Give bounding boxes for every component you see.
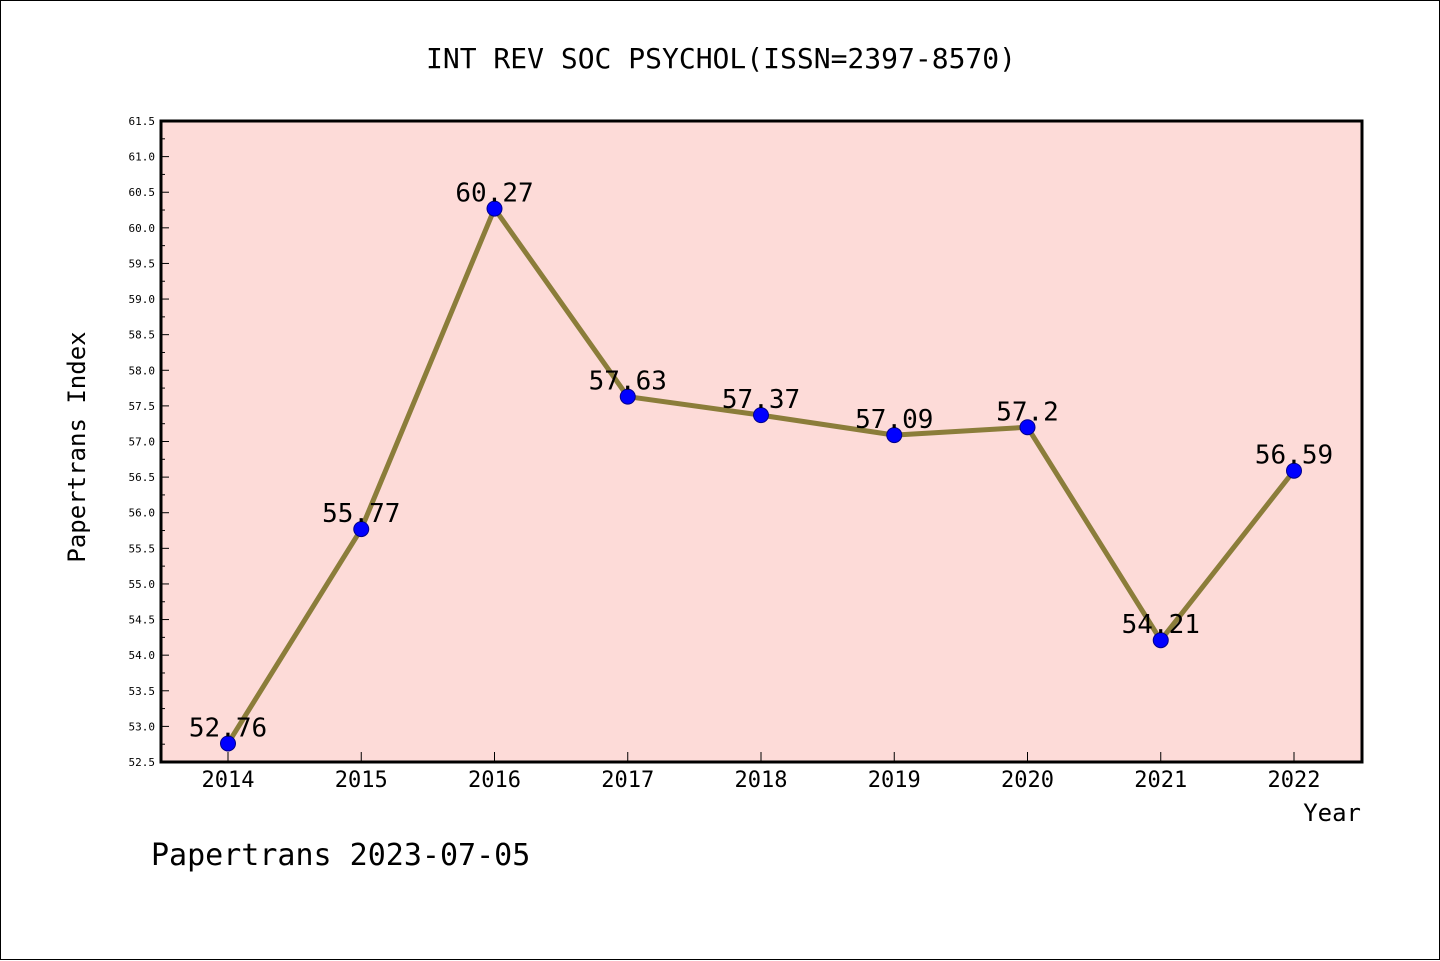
y-axis-label: Papertrans Index [63, 331, 91, 562]
data-point-2016 [486, 200, 503, 217]
y-axis: 52.5 53.0 53.5 54.0 54.5 55.0 55.5 56.0 56.5 57.0… [129, 115, 169, 769]
y-tick-label: 59.5 [129, 257, 156, 270]
y-tick-label: 60.0 [129, 222, 156, 235]
y-tick-label: 59.0 [129, 293, 156, 306]
series-line-group [220, 200, 1302, 752]
x-tick-label: 2015 [335, 768, 388, 793]
watermark-text: Papertrans 2023-07-05 [151, 838, 530, 873]
x-tick-label: 2014 [202, 768, 255, 793]
x-axis-label: Year [1303, 799, 1361, 827]
data-label-2015: 55.77 [322, 499, 400, 529]
y-tick-label: 56.5 [129, 471, 156, 484]
x-axis: 2014 2015 2016 2017 2018 2019 2020 2021 2022 [202, 752, 1321, 793]
y-tick-label: 58.0 [129, 364, 156, 377]
x-tick-label: 2020 [1001, 768, 1054, 793]
y-tick-label: 61.5 [129, 115, 156, 128]
data-point-2019 [886, 427, 903, 444]
y-tick-label: 57.0 [129, 436, 156, 449]
y-tick-label: 55.5 [129, 542, 156, 555]
data-point-2014 [220, 735, 236, 752]
x-tick-label: 2016 [468, 768, 521, 793]
data-point-2022 [1286, 462, 1302, 479]
y-tick-label: 58.5 [129, 329, 156, 342]
data-label-2017: 57.63 [589, 367, 667, 397]
data-label-2022: 56.59 [1255, 441, 1333, 471]
data-label-group: 52.76 55.77 60.27 57.63 57.37 57.09 57.2 54.21 5… [189, 179, 1333, 744]
y-tick-label: 56.0 [129, 507, 156, 520]
data-label-2016: 60.27 [455, 179, 533, 209]
data-point-2021 [1152, 632, 1169, 649]
x-tick-label: 2017 [601, 768, 654, 793]
x-tick-label: 2021 [1134, 768, 1187, 793]
y-tick-label: 53.5 [129, 685, 156, 698]
data-label-2021: 54.21 [1122, 610, 1200, 640]
chart-title: INT REV SOC PSYCHOL(ISSN=2397-8570) [426, 42, 1016, 75]
y-tick-label: 61.0 [129, 151, 156, 164]
y-tick-label: 60.5 [129, 186, 156, 199]
plot-area [161, 121, 1362, 762]
x-tick-label: 2018 [735, 768, 788, 793]
data-label-2014: 52.76 [189, 713, 267, 743]
data-label-2018: 57.37 [722, 385, 800, 415]
y-tick-label: 57.5 [129, 400, 156, 413]
y-tick-label: 54.0 [129, 649, 156, 662]
data-point-2015 [353, 521, 370, 538]
x-tick-label: 2022 [1268, 768, 1321, 793]
y-tick-label: 52.5 [129, 756, 156, 769]
data-point-2020 [1019, 419, 1036, 436]
plot-border [159, 119, 1364, 764]
y-tick-label: 54.5 [129, 614, 156, 627]
data-point-2017 [619, 388, 636, 405]
data-point-2018 [753, 407, 769, 424]
y-tick-label: 55.0 [129, 578, 156, 591]
x-tick-label: 2019 [868, 768, 921, 793]
data-label-2020: 57.2 [996, 397, 1059, 427]
data-label-2019: 57.09 [855, 405, 933, 435]
y-tick-label: 53.0 [129, 720, 156, 733]
